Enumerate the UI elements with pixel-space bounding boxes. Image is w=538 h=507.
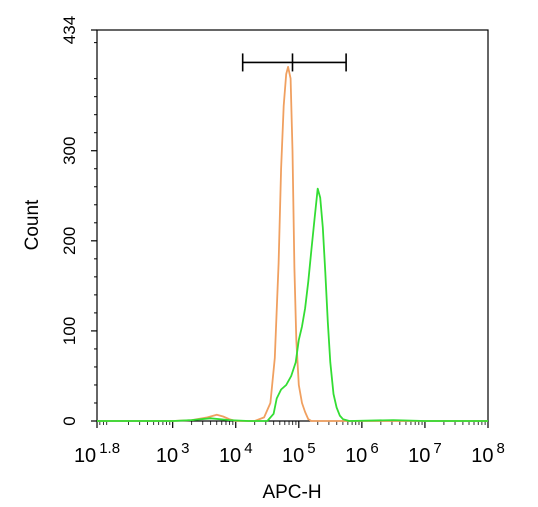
x-tick-exponent: 5 xyxy=(307,440,315,457)
x-tick-exponent: 6 xyxy=(370,440,378,457)
x-tick-label: 10 4 xyxy=(219,440,253,467)
x-tick-base: 10 xyxy=(471,445,493,467)
x-tick-base: 10 xyxy=(345,445,367,467)
x-axis-ticks: 10 1.8 10 3 10 4 10 5 10 6 10 7 10 8 xyxy=(74,421,505,467)
x-tick-label: 10 6 xyxy=(345,440,379,467)
histogram-series xyxy=(97,66,488,422)
y-tick-label: 100 xyxy=(60,317,79,345)
x-tick-exponent: 3 xyxy=(181,440,189,457)
x-tick-label: 10 3 xyxy=(156,440,190,467)
y-tick-label: 0 xyxy=(60,416,79,425)
histogram-series-2 xyxy=(97,187,488,422)
y-tick-label: 200 xyxy=(60,227,79,255)
y-axis-ticks: 0 100 200 300 434 xyxy=(60,16,97,426)
histogram-series-1 xyxy=(97,66,488,422)
gate-marker xyxy=(241,53,347,72)
x-tick-exponent: 8 xyxy=(496,440,504,457)
plot-frame xyxy=(96,29,489,422)
x-tick-exponent: 7 xyxy=(433,440,441,457)
x-tick-base: 10 xyxy=(219,445,241,467)
x-tick-exponent: 1.8 xyxy=(99,440,120,457)
x-tick-label: 10 7 xyxy=(408,440,442,467)
x-tick-label: 10 8 xyxy=(471,440,505,467)
y-tick-label: 300 xyxy=(60,137,79,165)
x-axis-label: APC-H xyxy=(262,482,321,503)
x-tick-base: 10 xyxy=(74,445,96,467)
x-tick-label: 10 1.8 xyxy=(74,440,120,467)
x-tick-base: 10 xyxy=(282,445,304,467)
x-tick-label: 10 5 xyxy=(282,440,316,467)
x-tick-exponent: 4 xyxy=(244,440,252,457)
x-tick-base: 10 xyxy=(408,445,430,467)
y-axis-label: Count xyxy=(22,199,43,250)
y-tick-label: 434 xyxy=(60,16,79,44)
x-tick-base: 10 xyxy=(156,445,178,467)
